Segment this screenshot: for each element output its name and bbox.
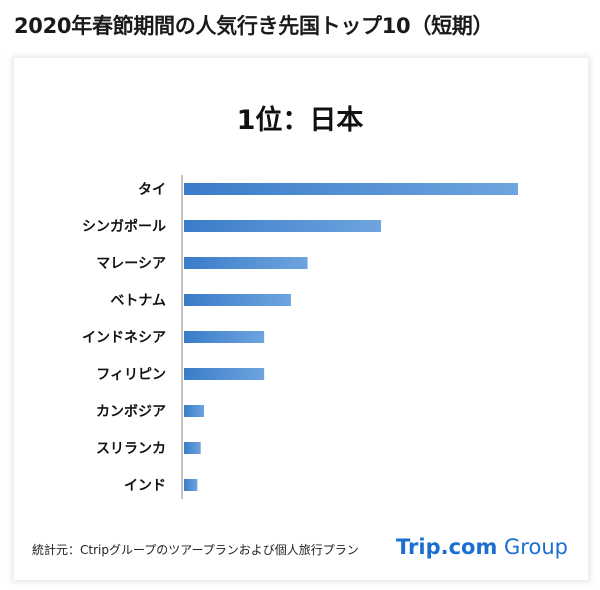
brand-group-text: Group: [497, 535, 568, 559]
chart-panel: [14, 58, 588, 580]
bar: [184, 368, 265, 380]
category-label: フィリピン: [96, 367, 166, 383]
category-label: ベトナム: [110, 293, 166, 309]
bar: [184, 479, 198, 491]
page-title: 2020年春節期間の人気行き先国トップ10（短期）: [14, 14, 494, 38]
bar: [184, 220, 382, 232]
brand-trip-text: Trip.com: [396, 535, 498, 559]
bar: [184, 442, 201, 454]
bar: [184, 294, 291, 306]
source-note: 統計元：Ctripグループのツアープランおよび個人旅行プラン: [32, 543, 359, 557]
category-label: シンガポール: [82, 218, 166, 235]
chart-subtitle: 1位：日本: [236, 105, 364, 136]
category-label: タイ: [138, 182, 166, 198]
category-label: インドネシア: [82, 330, 166, 346]
bar: [184, 331, 265, 343]
bar: [184, 405, 205, 417]
bar: [184, 257, 308, 269]
bar: [184, 183, 518, 195]
category-label: マレーシア: [96, 256, 166, 272]
category-label: スリランカ: [96, 441, 166, 457]
category-label: インド: [124, 478, 166, 494]
brand-logo: Trip.com Group: [396, 535, 568, 559]
category-label: カンボジア: [96, 404, 166, 420]
